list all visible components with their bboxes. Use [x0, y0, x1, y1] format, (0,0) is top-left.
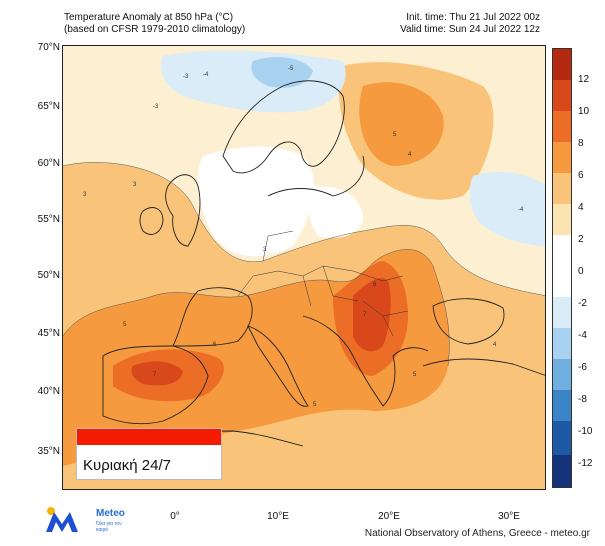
lat-label: 50°N: [37, 270, 60, 281]
coastline-ireland: [139, 207, 164, 235]
colorbar-label: -10: [578, 426, 593, 437]
coastline-scandinavia: [222, 80, 345, 174]
colorbar-segment: [553, 390, 571, 421]
colorbar-segment: [553, 297, 571, 328]
colorbar-segment: [553, 173, 571, 204]
colorbar-label: -12: [578, 458, 593, 469]
valid-time: Valid time: Sun 24 Jul 2022 12z: [400, 24, 540, 35]
lat-label: 60°N: [37, 158, 60, 169]
colorbar-label: 10: [578, 106, 590, 117]
coastline-france: [172, 287, 253, 347]
day-label-bar: [77, 429, 221, 445]
lat-label: 35°N: [37, 446, 60, 457]
colorbar-label: -8: [578, 394, 587, 405]
lon-label: 10°E: [267, 511, 289, 522]
lat-label: 40°N: [37, 386, 60, 397]
init-time: Init. time: Thu 21 Jul 2022 00z: [406, 12, 540, 23]
colorbar-segment: [553, 328, 571, 359]
colorbar-label: 0: [578, 266, 584, 277]
map-title: Temperature Anomaly at 850 hPa (°C) (bas…: [64, 12, 245, 36]
day-label-box: Κυριακή 24/7: [76, 428, 222, 480]
title-line-1: Temperature Anomaly at 850 hPa (°C): [64, 12, 234, 23]
neutral-region-b: [308, 186, 363, 238]
colorbar-label: 12: [578, 74, 590, 85]
colorbar-label: 4: [578, 202, 584, 213]
coastline-iberia: [102, 345, 209, 425]
lat-label: 65°N: [37, 101, 60, 112]
logo-tagline: Όλα για τον καιρό: [96, 521, 122, 533]
anomaly-field-10: [353, 278, 391, 352]
colorbar-segment: [553, 49, 571, 80]
day-label: Κυριακή 24/7: [83, 457, 171, 474]
coastline-italy: [247, 325, 309, 407]
colorbar-label: -4: [578, 330, 587, 341]
colorbar-label: 8: [578, 138, 584, 149]
colorbar-segment: [553, 235, 571, 266]
lon-label: 30°E: [498, 511, 520, 522]
colorbar: [552, 48, 572, 488]
colorbar-label: -6: [578, 362, 587, 373]
colorbar-segment: [553, 421, 571, 455]
neutral-region: [197, 146, 314, 257]
lat-label: 45°N: [37, 328, 60, 339]
country-borders: [237, 230, 409, 337]
coastline-baltic: [267, 155, 365, 197]
time-info: Init. time: Thu 21 Jul 2022 00z Valid ti…: [358, 12, 540, 36]
colorbar-segment: [553, 204, 571, 235]
coastline-turkey: [422, 358, 545, 376]
coastline-black-sea: [432, 298, 505, 345]
colorbar-segment: [553, 111, 571, 142]
lat-label: 70°N: [37, 42, 60, 53]
coastline-britain: [165, 174, 201, 247]
lon-label: 0°: [170, 511, 180, 522]
colorbar-segment: [553, 455, 571, 487]
anomaly-map: -3 -4 -5 -3 -4 3 3 5 4 5 7 6 7 6 5 4 3 5: [62, 45, 546, 490]
coastline-balkans: [302, 315, 429, 407]
colorbar-label: 2: [578, 234, 584, 245]
colorbar-segment: [553, 266, 571, 297]
logo-text: Meteo: [96, 508, 125, 519]
map-canvas: [63, 46, 545, 489]
colorbar-label: 6: [578, 170, 584, 181]
colorbar-label: -2: [578, 298, 587, 309]
colorbar-segment: [553, 80, 571, 111]
anomaly-field-10b: [131, 361, 183, 386]
lat-label: 55°N: [37, 214, 60, 225]
meteo-logo-icon: [46, 507, 78, 532]
contour-line: [63, 249, 450, 367]
credit-text: National Observatory of Athens, Greece -…: [364, 528, 590, 539]
colorbar-segment: [553, 359, 571, 390]
anomaly-field-neg4b: [469, 171, 545, 246]
anomaly-field-neg6: [251, 57, 313, 88]
anomaly-field-6b: [359, 82, 444, 166]
colorbar-segment: [553, 142, 571, 173]
title-line-2: (based on CFSR 1979-2010 climatology): [64, 24, 246, 35]
lon-label: 20°E: [378, 511, 400, 522]
